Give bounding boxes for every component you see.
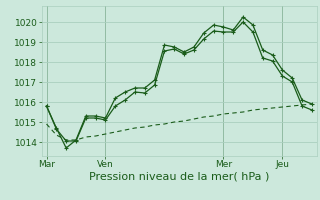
X-axis label: Pression niveau de la mer( hPa ): Pression niveau de la mer( hPa ): [89, 172, 269, 182]
